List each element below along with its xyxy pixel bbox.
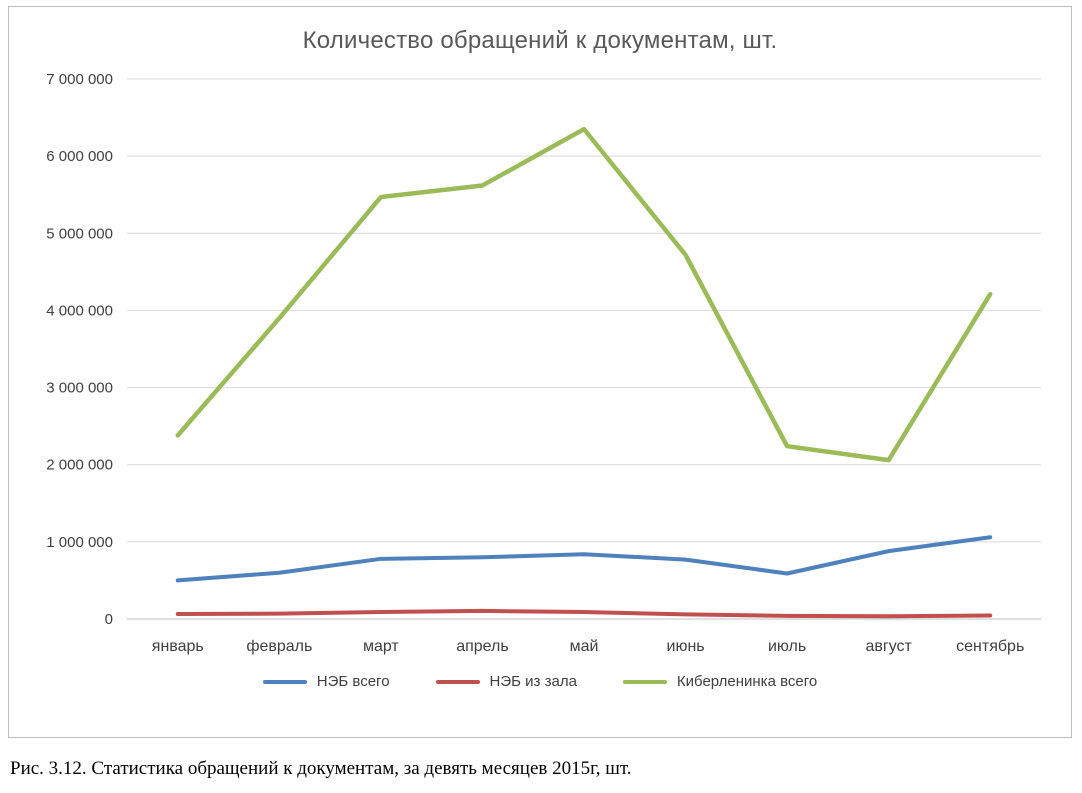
legend-item-0: НЭБ всего [262, 673, 390, 690]
y-tick-label: 0 [105, 611, 113, 628]
y-tick-label: 6 000 000 [46, 148, 113, 165]
x-tick-label: май [570, 638, 599, 655]
y-tick-label: 4 000 000 [46, 302, 113, 319]
x-tick-label: март [363, 638, 399, 655]
legend-swatch-icon [622, 679, 667, 684]
legend-label: Киберленинка всего [676, 673, 818, 690]
legend-swatch-icon [262, 679, 307, 684]
x-tick-label: июнь [667, 638, 705, 655]
x-tick-label: август [865, 638, 912, 655]
legend-label: НЭБ всего [316, 673, 390, 690]
x-tick-label: июль [768, 638, 806, 655]
x-tick-label: январь [152, 638, 204, 655]
line-chart: 0 1 000 000 2 000 000 3 000 000 4 000 000 5 0… [46, 71, 1041, 655]
legend-label: НЭБ из зала [489, 673, 577, 690]
x-tick-label: сентябрь [956, 638, 1024, 655]
y-tick-label: 2 000 000 [46, 457, 113, 474]
series-line-0 [175, 535, 993, 583]
series-line-1 [175, 608, 993, 619]
legend-swatch-icon [435, 679, 480, 684]
y-tick-label: 3 000 000 [46, 380, 113, 397]
y-tick-label: 5 000 000 [46, 225, 113, 242]
x-tick-label: февраль [246, 638, 312, 655]
y-tick-label: 1 000 000 [46, 534, 113, 551]
figure-caption: Рис. 3.12. Статистика обращений к докуме… [10, 758, 632, 779]
legend-item-1: НЭБ из зала [435, 673, 577, 690]
chart-frame: Количество обращений к документам, шт. 0… [8, 6, 1072, 738]
chart-title: Количество обращений к документам, шт. [302, 27, 778, 54]
y-tick-label: 7 000 000 [46, 71, 113, 88]
chart-legend: НЭБ всего НЭБ из зала Киберленинка всего [9, 673, 1071, 690]
legend-item-2: Киберленинка всего [622, 673, 818, 690]
series-line-2 [175, 126, 993, 463]
x-tick-label: апрель [456, 638, 509, 655]
